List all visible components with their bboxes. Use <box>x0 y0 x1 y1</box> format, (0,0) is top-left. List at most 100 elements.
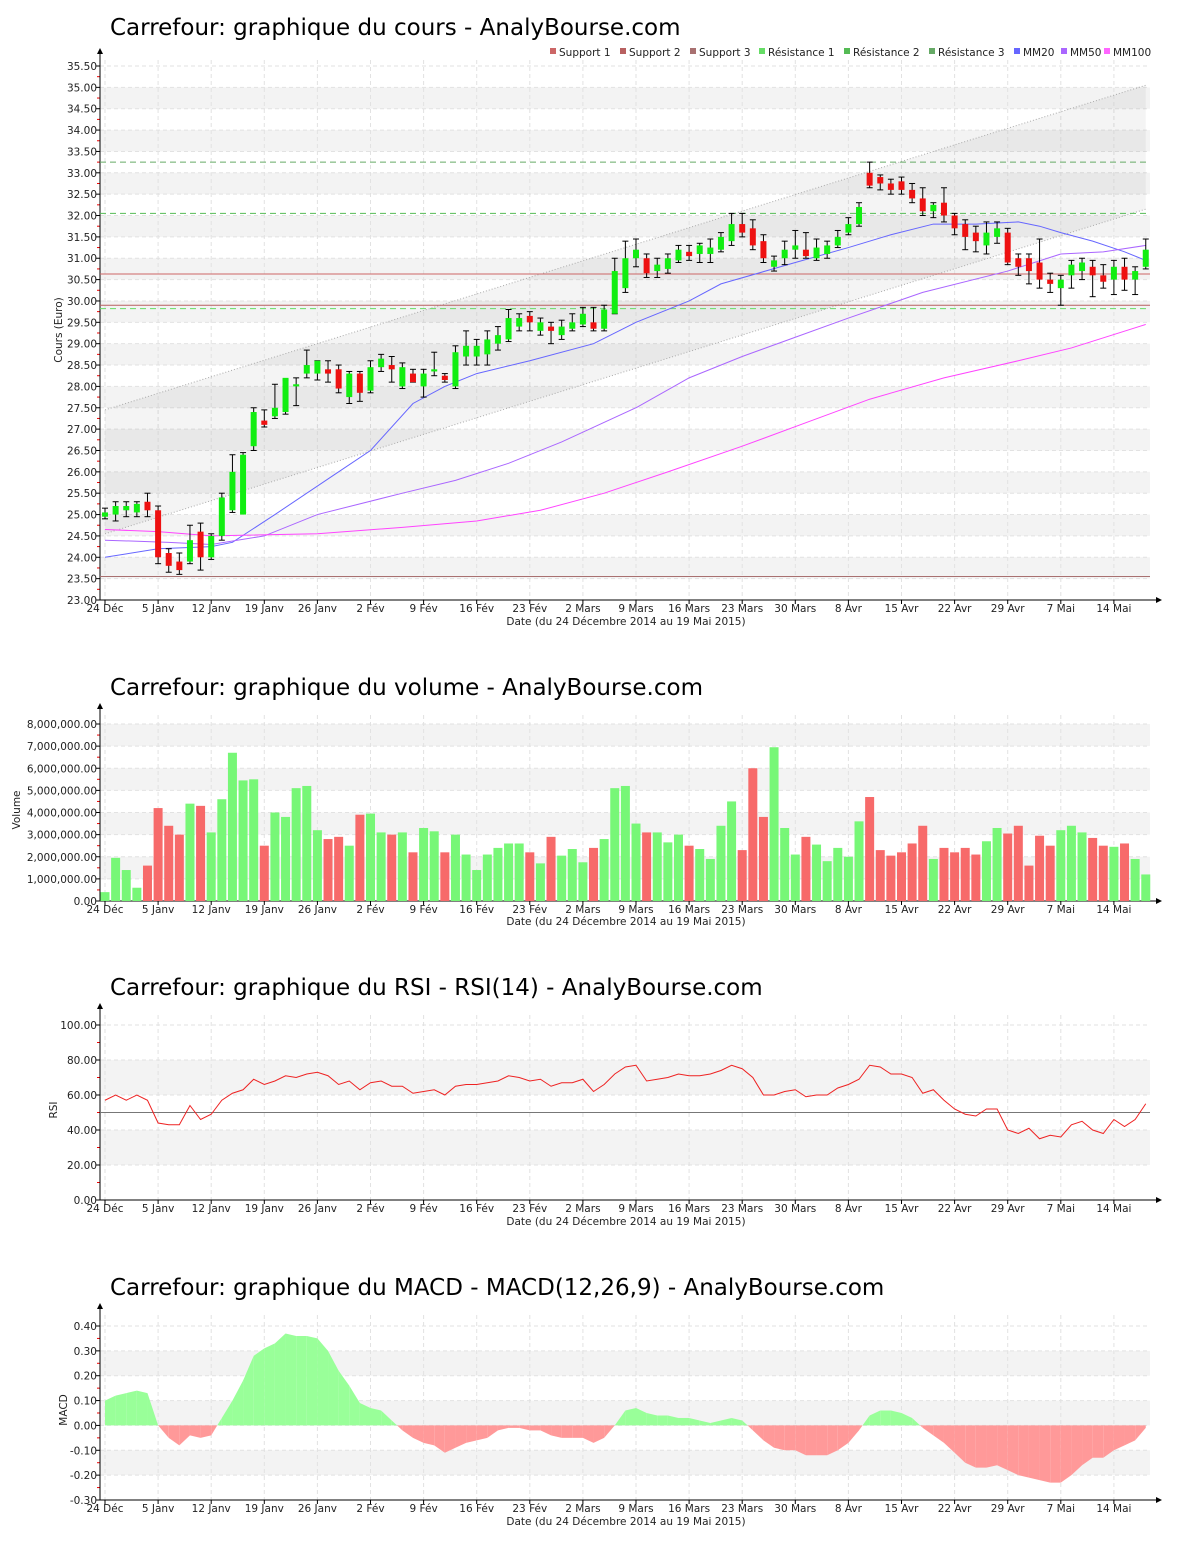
x-tick-label: 15 Avr <box>885 1503 919 1515</box>
candle-up <box>696 245 703 254</box>
y-tick-label: 30.00 <box>67 296 97 308</box>
y-tick-label: 4,000,000.00 <box>27 808 97 820</box>
y-tick-label: 40.00 <box>67 1125 97 1137</box>
macd-area-positive <box>912 1417 921 1426</box>
candle-up <box>463 345 470 357</box>
x-tick-label: 7 Mai <box>1047 1203 1075 1215</box>
candle-up <box>1057 279 1064 289</box>
y-tick-label: 0.00 <box>74 1420 97 1432</box>
x-tick-label: 2 Fév <box>356 904 384 916</box>
candle-up <box>378 358 385 368</box>
volume-bar <box>217 799 227 901</box>
macd-area-positive <box>710 1420 721 1426</box>
macd-area-negative <box>1071 1425 1083 1476</box>
x-tick-label: 12 Janv <box>192 904 231 916</box>
candle-up <box>494 335 501 344</box>
volume-bar <box>716 825 726 901</box>
x-tick-label: 24 Déc <box>86 603 123 615</box>
candle-up <box>346 373 353 398</box>
x-tick-label: 14 Mai <box>1096 1203 1131 1215</box>
x-tick-label: 7 Mai <box>1047 603 1075 615</box>
macd-area-negative <box>920 1425 923 1428</box>
volume-bar <box>142 865 152 901</box>
y-tick-label: 7,000,000.00 <box>27 741 97 753</box>
volume-bar <box>482 854 492 901</box>
candle-up <box>664 258 671 269</box>
x-tick-label: 8 Avr <box>835 603 863 615</box>
y-tick-label: 80.00 <box>67 1055 97 1067</box>
candle-up <box>675 249 682 261</box>
rsi-y-axis-title: RSI <box>48 1101 60 1118</box>
candle-up <box>420 373 427 387</box>
candle-up <box>622 258 629 289</box>
y-tick-label: 31.00 <box>67 253 97 265</box>
y-tick-label: 27.50 <box>67 403 97 415</box>
x-tick-label: 14 Mai <box>1096 603 1131 615</box>
volume-bar <box>312 830 322 901</box>
candle-up <box>516 318 523 327</box>
volume-bar <box>727 801 737 901</box>
macd-area-positive <box>381 1410 392 1426</box>
volume-bar <box>1003 833 1013 901</box>
macd-area-negative <box>922 1425 934 1436</box>
x-axis-arrow <box>1156 898 1162 904</box>
x-tick-label: 19 Janv <box>245 1503 284 1515</box>
macd-area-positive <box>359 1403 371 1426</box>
x-tick-label: 9 Fév <box>410 1503 438 1515</box>
y-axis-arrow <box>97 1303 103 1309</box>
candle-down <box>760 241 767 259</box>
candle-up <box>728 224 735 242</box>
y-tick-label: 26.00 <box>67 467 97 479</box>
candle-down <box>919 198 926 212</box>
x-tick-label: 12 Janv <box>192 1503 231 1515</box>
macd-area-negative <box>529 1425 541 1431</box>
x-tick-label: 12 Janv <box>192 1203 231 1215</box>
volume-bar <box>461 854 471 901</box>
volume-bar <box>780 827 790 901</box>
y-tick-label: 0.20 <box>74 1371 97 1383</box>
y-tick-label: 35.00 <box>67 82 97 94</box>
x-tick-label: 9 Mars <box>618 603 653 615</box>
candle-up <box>1068 264 1075 276</box>
candle-up <box>717 236 724 250</box>
candle-up <box>484 339 491 355</box>
candle-up <box>399 367 406 387</box>
volume-bar <box>1066 825 1076 901</box>
price-legend: Support 1 Support 2 Support 3 Résistance 1 R… <box>550 47 1151 59</box>
candle-down <box>325 369 332 374</box>
volume-bar <box>578 862 588 901</box>
macd-area-negative <box>593 1425 605 1443</box>
macd-area-negative <box>986 1425 998 1468</box>
legend-label: Résistance 2 <box>853 47 920 59</box>
volume-bar <box>928 858 938 901</box>
volume-bar <box>737 850 747 901</box>
macd-area-negative <box>1018 1425 1029 1478</box>
macd-y-axis-title: MACD <box>58 1394 70 1425</box>
volume-bar <box>875 850 885 901</box>
x-tick-label: 30 Mars <box>774 904 816 916</box>
macd-area-negative <box>837 1425 849 1451</box>
candle-down <box>951 215 958 229</box>
volume-bar <box>132 887 142 901</box>
legend-swatch <box>690 48 696 54</box>
macd-area-negative <box>158 1425 169 1438</box>
grid-band <box>100 724 1150 747</box>
macd-area-negative <box>859 1425 863 1431</box>
candle-down <box>165 553 172 566</box>
candle-down <box>356 373 363 393</box>
macd-area-negative <box>1028 1425 1040 1481</box>
candle-up <box>293 384 300 387</box>
y-tick-label: 100.00 <box>60 1020 97 1032</box>
volume-chart: 0.00 1,000,000.00 2,000,000.00 3,000,000.00… <box>27 703 1162 916</box>
macd-area-negative <box>848 1425 860 1443</box>
macd-area-positive <box>370 1408 382 1426</box>
x-tick-label: 15 Avr <box>885 904 919 916</box>
candle-up <box>112 506 119 515</box>
macd-area-negative <box>784 1425 796 1451</box>
macd-area-negative <box>444 1425 456 1453</box>
y-tick-label: 34.00 <box>67 125 97 137</box>
volume-bar <box>196 805 206 901</box>
x-tick-label: 9 Mars <box>618 904 653 916</box>
x-tick-label: 23 Fév <box>512 904 547 916</box>
volume-bar <box>1109 846 1119 901</box>
